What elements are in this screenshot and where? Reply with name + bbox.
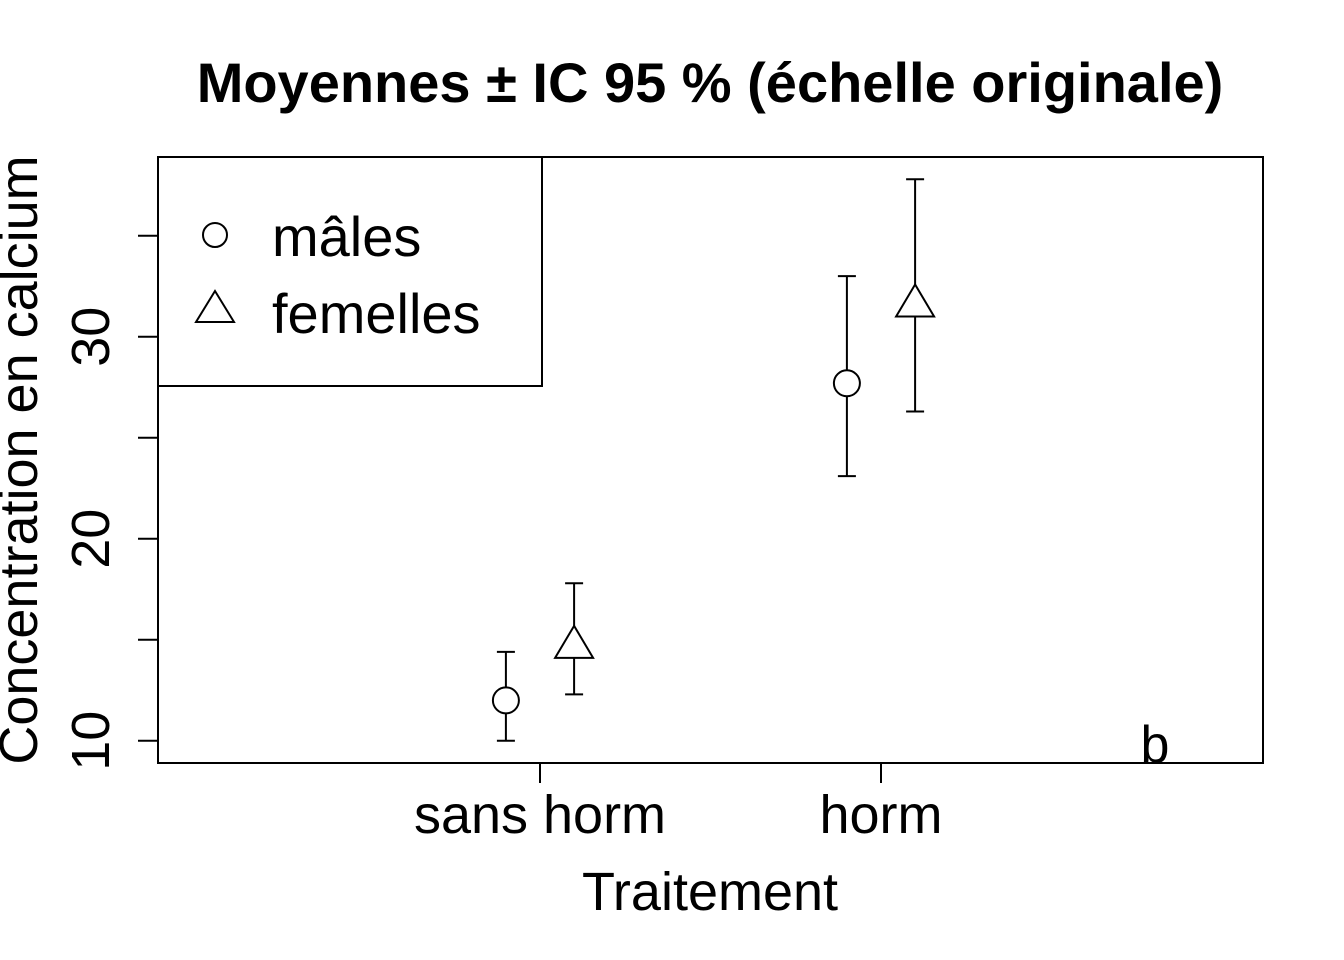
- x-axis: sans horm horm: [414, 763, 943, 845]
- point-triangle: [553, 623, 595, 659]
- y-axis: 10 20 30: [61, 234, 158, 771]
- point-circle: [832, 369, 861, 398]
- plot-frame: [157, 156, 1264, 764]
- legend-label-males: mâles: [272, 205, 421, 268]
- legend: mâles femelles: [157, 156, 543, 387]
- y-tick-label: 10: [61, 711, 121, 771]
- y-axis-title: Concentration en calcium: [0, 155, 49, 764]
- x-tick-label: horm: [819, 785, 942, 845]
- y-tick-label: 30: [61, 307, 121, 367]
- x-axis-title: Traitement: [582, 862, 838, 922]
- panel-letter: b: [1141, 716, 1170, 774]
- legend-triangle-icon: [194, 289, 236, 323]
- x-tick-label: sans horm: [414, 785, 666, 845]
- legend-label-females: femelles: [272, 282, 481, 345]
- chart-title: Moyennes ± IC 95 % (échelle originale): [197, 51, 1224, 114]
- legend-circle-icon: [202, 222, 228, 248]
- point-circle: [491, 686, 520, 715]
- point-triangle: [894, 282, 936, 318]
- y-tick-label: 20: [61, 509, 121, 569]
- data-marks: [491, 178, 936, 742]
- legend-box: [157, 156, 543, 387]
